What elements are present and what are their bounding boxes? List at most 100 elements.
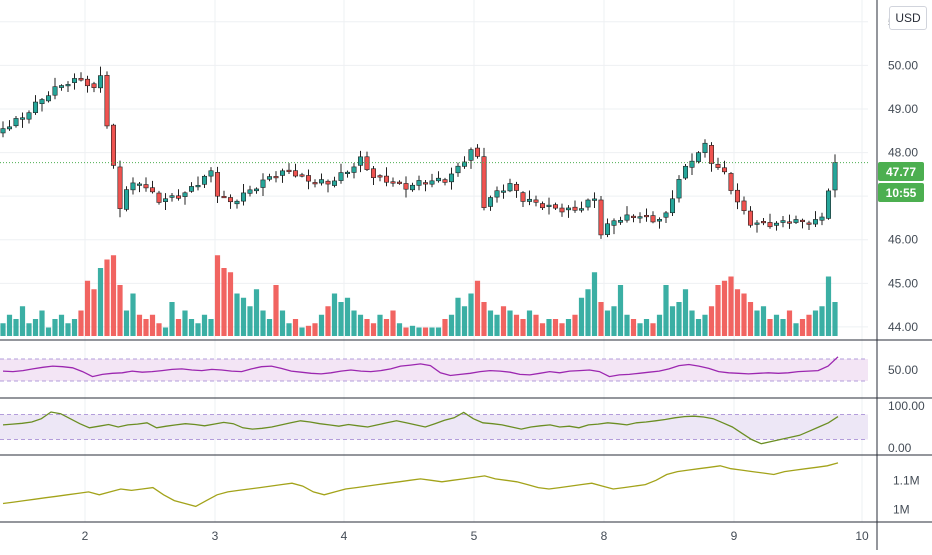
candle-body (669, 198, 675, 214)
volume-bar (338, 302, 344, 336)
candle-body (721, 167, 727, 173)
candle-body (832, 162, 838, 191)
candle-body (741, 200, 747, 211)
volume-bar (533, 314, 539, 336)
volume-bar (715, 285, 721, 336)
volume-bar (162, 327, 169, 336)
last-price-badge: 47.77 (878, 162, 924, 181)
candle-body (487, 197, 493, 207)
candle-body (318, 179, 324, 184)
candle-body (481, 156, 487, 208)
currency-label[interactable]: USD (889, 6, 927, 30)
volume-bar (318, 314, 325, 336)
candle-body (13, 118, 19, 127)
stochastic-panel (0, 411, 868, 445)
price-tick-label: 46.00 (888, 233, 918, 247)
volume-bar (26, 323, 32, 336)
candle-body (533, 199, 539, 203)
candle-body (474, 147, 480, 157)
volume-bar (669, 306, 676, 336)
candle-body (695, 152, 701, 162)
candle-body (468, 149, 474, 161)
volume-bar (52, 319, 58, 336)
candle-body (39, 99, 45, 105)
volume-bar (663, 285, 669, 336)
time-tick-label: 10 (855, 529, 869, 543)
candle-body (163, 198, 169, 202)
candle-body (52, 86, 58, 96)
volume-bar (825, 276, 832, 336)
candle-body (65, 84, 71, 87)
candle-body (228, 197, 234, 203)
volume-bar (312, 323, 318, 336)
candle-body (572, 206, 578, 211)
candle-body (364, 156, 370, 170)
candle-body (461, 161, 467, 167)
volume-bar (721, 280, 728, 336)
volume-bar (84, 280, 91, 336)
volume-bar (806, 314, 812, 336)
volume-bar (682, 289, 689, 336)
candle-body (656, 219, 662, 222)
last-price-text: 47.77 (885, 164, 917, 179)
candle-body (383, 175, 389, 183)
candle-body (676, 179, 682, 199)
candle-body (143, 184, 149, 189)
volume-bar (299, 327, 305, 336)
volume-bar (468, 293, 474, 336)
volume-bar (676, 302, 682, 336)
time-axis[interactable]: 2 3 4 5 8 9 10 (82, 529, 869, 543)
volume-bar (325, 306, 331, 336)
volume-bar (65, 323, 71, 336)
candle-body (435, 177, 441, 182)
candle-body (7, 126, 13, 130)
volume-bar (136, 314, 143, 336)
volume-bar (760, 306, 767, 336)
countdown-badge: 10:55 (878, 183, 924, 202)
volume-bar (377, 314, 383, 336)
time-tick-label: 2 (82, 529, 89, 543)
candle-body (773, 222, 779, 226)
volume-bar (0, 323, 6, 336)
volume-bar (650, 323, 656, 336)
volume-bar (182, 310, 188, 336)
candle-body (286, 169, 292, 172)
candle-body (702, 142, 708, 153)
volume-bar (819, 306, 825, 336)
candle-body (552, 204, 558, 209)
volume-bar (578, 297, 585, 336)
volume-bar (637, 323, 643, 336)
volume-bar (416, 327, 422, 336)
volume-bar (149, 314, 156, 336)
volume-bar (201, 314, 208, 336)
volume-bar (403, 327, 409, 336)
time-tick-label: 3 (212, 529, 219, 543)
volume-bar (227, 272, 234, 336)
volume-bar (598, 302, 604, 336)
volume-bar (143, 319, 149, 336)
candle-body (520, 192, 526, 202)
obv-tick-label: 1M (893, 502, 910, 516)
candle-body (156, 192, 162, 203)
oscillator-line (2, 462, 839, 508)
candle-body (507, 183, 513, 192)
volume-bar (611, 306, 617, 336)
candle-body (130, 182, 136, 191)
candle-body (266, 176, 272, 180)
candle-body (351, 166, 357, 173)
volume-bar (617, 285, 624, 336)
candle-body (137, 183, 143, 186)
candle-body (422, 182, 428, 185)
volume-bar (370, 323, 377, 336)
volume-bar (104, 259, 110, 336)
candle-body (234, 200, 240, 205)
candle-body (812, 219, 818, 225)
candle-body (715, 163, 721, 168)
candle-body (104, 74, 110, 127)
candle-body (45, 95, 51, 102)
volume-bar (591, 272, 598, 336)
candle-body (734, 189, 740, 203)
